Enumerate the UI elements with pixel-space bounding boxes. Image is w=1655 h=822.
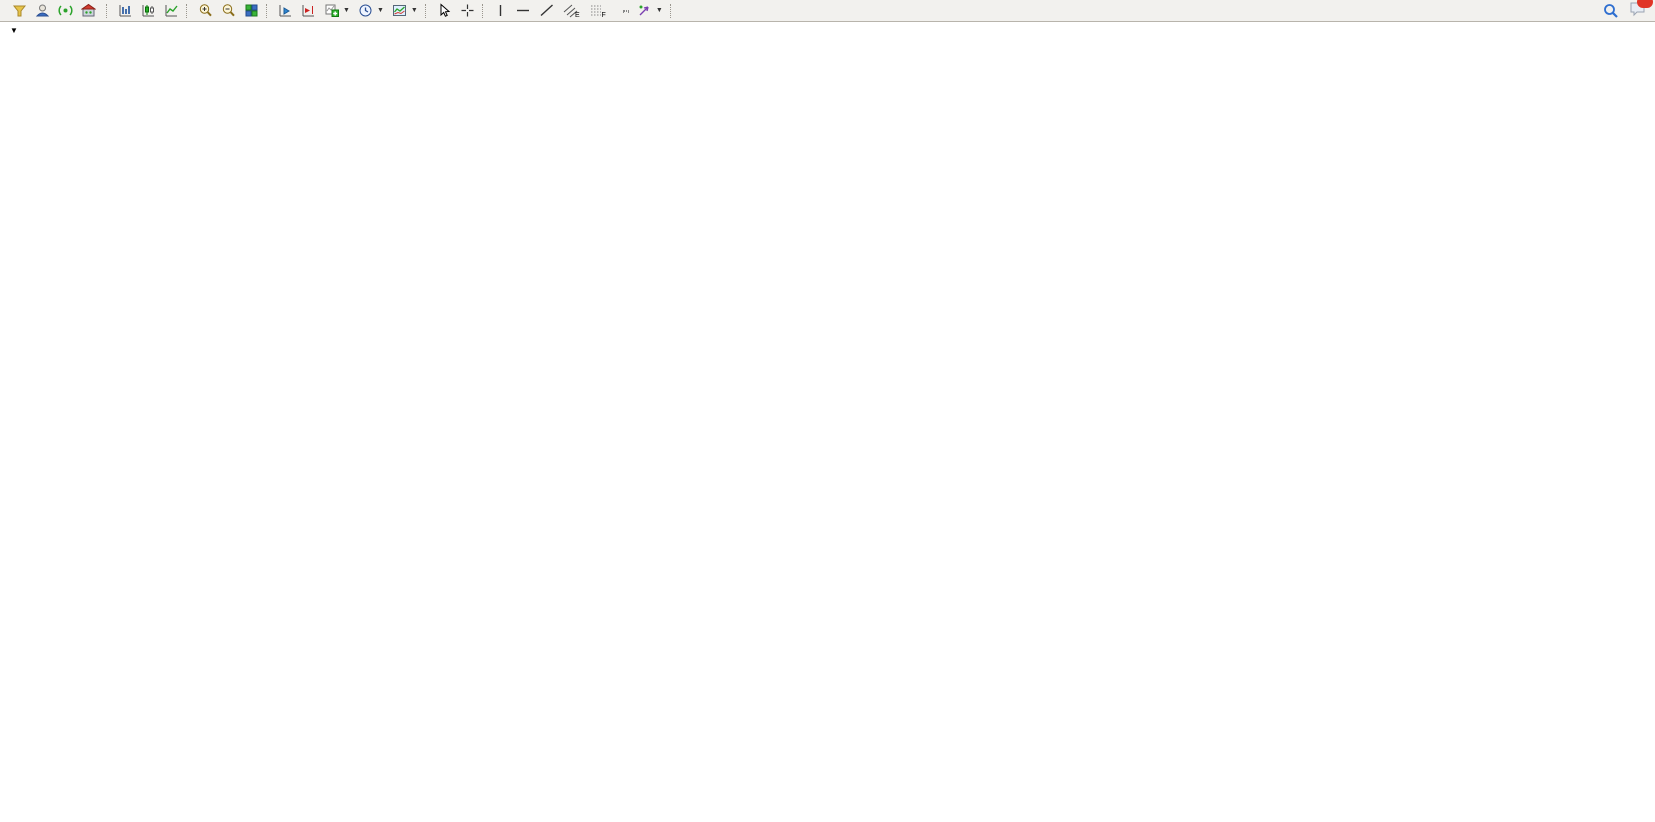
notification-badge: [1637, 0, 1653, 8]
signal-button[interactable]: [54, 1, 77, 20]
autotrading-icon: [81, 3, 96, 17]
funnel-button[interactable]: [8, 1, 31, 20]
clock-icon: [359, 4, 372, 17]
indicators-icon: [325, 4, 339, 17]
template-icon: [392, 5, 406, 16]
fibonacci-icon: F: [590, 5, 606, 18]
chevron-down-icon: ▼: [410, 7, 418, 14]
label-tool-icon: [622, 9, 629, 12]
chevron-down-icon: ▼: [343, 7, 350, 14]
toolbar-grip: [186, 3, 191, 18]
toolbar-grip: [106, 3, 111, 18]
trendline-button[interactable]: [535, 1, 559, 20]
search-icon[interactable]: [1603, 3, 1619, 19]
fibonacci-button[interactable]: F: [585, 1, 611, 20]
horizontal-line-icon: [516, 9, 529, 12]
chevron-down-icon: ▼: [376, 7, 384, 14]
zoom-out-button[interactable]: [217, 1, 240, 20]
svg-text:E: E: [575, 12, 580, 18]
toolbar-right: [1603, 0, 1655, 20]
arrows-tool-icon: [639, 5, 649, 16]
text-tool-button[interactable]: [611, 1, 619, 20]
tile-windows-icon: [245, 4, 258, 17]
new-order-button[interactable]: [0, 1, 8, 20]
profile-icon: [35, 4, 50, 17]
crosshair-button[interactable]: [456, 1, 479, 20]
templates-button[interactable]: ▼: [388, 1, 422, 20]
autotrading-button[interactable]: [77, 1, 103, 20]
equidistant-channel-button[interactable]: E: [559, 1, 585, 20]
tile-windows-button[interactable]: [240, 1, 263, 20]
funnel-icon: [12, 5, 27, 17]
toolbar-grip: [424, 3, 430, 18]
toolbar-grip: [669, 3, 675, 18]
auto-scroll-icon: [279, 5, 291, 17]
trendline-icon: [540, 4, 553, 17]
auto-scroll-button[interactable]: [274, 1, 297, 20]
cursor-button[interactable]: [433, 1, 456, 20]
vertical-line-button[interactable]: [490, 1, 511, 20]
toolbar-grip: [481, 3, 487, 18]
notifications-button[interactable]: [1629, 0, 1653, 20]
bar-chart-icon: [119, 5, 131, 17]
arrows-tool-button[interactable]: ▼: [633, 1, 667, 20]
chevron-down-icon: ▼: [655, 7, 663, 14]
label-tool-button[interactable]: [619, 1, 633, 20]
vertical-line-icon: [499, 5, 502, 16]
signal-icon: [58, 5, 73, 16]
bar-chart-button[interactable]: [114, 1, 137, 20]
candlestick-chart-button[interactable]: [137, 1, 160, 20]
zoom-in-icon: [199, 4, 212, 17]
horizontal-line-button[interactable]: [511, 1, 535, 20]
crosshair-icon: [461, 4, 474, 17]
profile-button[interactable]: [31, 1, 54, 20]
cursor-icon: [440, 3, 451, 17]
periods-button[interactable]: ▼: [354, 1, 388, 20]
indicators-button[interactable]: ▼: [320, 1, 354, 20]
chart-shift-button[interactable]: [297, 1, 320, 20]
toolbar-grip: [266, 3, 271, 18]
zoom-in-button[interactable]: [194, 1, 217, 20]
main-toolbar: ▼ ▼ ▼ E F: [0, 0, 1655, 22]
equidistant-channel-icon: E: [563, 4, 580, 18]
zoom-out-icon: [222, 4, 235, 17]
candlestick-chart-icon: [142, 5, 154, 17]
line-chart-button[interactable]: [160, 1, 183, 20]
chart-shift-icon: [302, 5, 314, 17]
line-chart-icon: [165, 5, 178, 17]
svg-text:F: F: [601, 12, 605, 18]
